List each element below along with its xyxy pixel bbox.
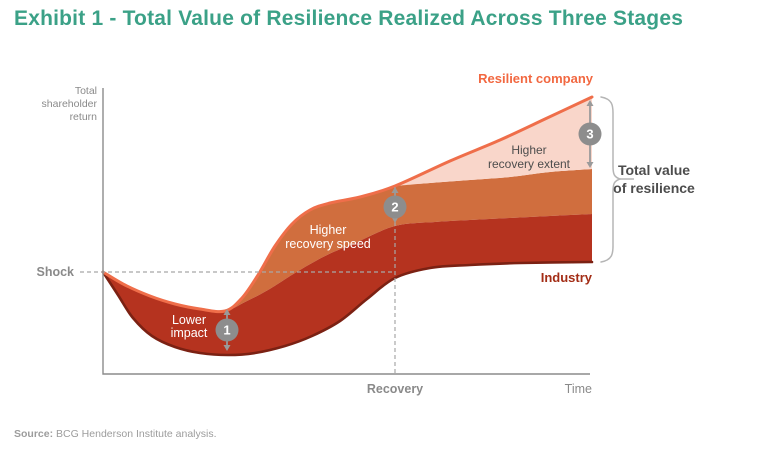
stage2-marker: 2	[383, 187, 407, 223]
y-axis-label-line2: shareholder	[41, 98, 97, 110]
y-axis-label: Total shareholder return	[20, 85, 97, 124]
stage3-number: 3	[586, 127, 593, 142]
stage1-annotation-line2: impact	[170, 326, 208, 340]
stage3-marker: 3	[578, 100, 602, 168]
recovery-axis-label: Recovery	[366, 382, 424, 396]
source-note: Source: BCG Henderson Institute analysis…	[14, 428, 614, 440]
stage1-number-circle	[215, 318, 239, 342]
chart-axes	[102, 88, 590, 375]
resilient-company-curve	[101, 95, 594, 314]
stage3-arrowhead-down	[586, 162, 594, 168]
stage3-number-circle	[578, 122, 602, 146]
shock-axis-label: Shock	[36, 265, 74, 279]
source-prefix: Source:	[14, 428, 54, 440]
y-axis-label-line3: return	[69, 111, 97, 123]
stage2-annotation-line1: Higher	[309, 223, 347, 237]
stage2-annotation: Higher recovery speed	[253, 223, 403, 251]
stage2-band-higher-recovery-speed	[103, 169, 592, 312]
stage3-annotation-line2: recovery extent	[487, 157, 571, 171]
stage1-annotation-line1: Lower	[171, 313, 207, 327]
y-axis-label-line1: Total	[74, 85, 97, 97]
stage3-annotation-line1: Higher	[511, 143, 547, 157]
stage2-arrowhead-up	[391, 187, 399, 193]
stage1-number: 1	[223, 323, 230, 338]
stage2-annotation-line2: recovery speed	[285, 237, 371, 251]
total-value-line1: Total value	[617, 162, 691, 178]
stage1-annotation: Lower impact	[139, 314, 239, 340]
exhibit-title: Exhibit 1 - Total Value of Resilience Re…	[14, 7, 684, 30]
total-value-line2: of resilience	[613, 180, 695, 196]
source-text: BCG Henderson Institute analysis.	[53, 428, 217, 440]
stage1-marker: 1	[215, 309, 239, 351]
industry-curve	[101, 260, 594, 357]
stage2-number: 2	[391, 200, 398, 215]
stage3-annotation: Higher recovery extent	[453, 143, 605, 171]
industry-series-label: Industry	[540, 270, 592, 285]
total-value-annotation: Total value of resilience	[583, 161, 725, 197]
stage1-arrowhead-down	[223, 345, 231, 351]
stage2-arrowhead-down	[391, 217, 399, 223]
time-axis-label: Time	[564, 382, 592, 396]
stage2-number-circle	[383, 195, 407, 219]
stage1-arrowhead-up	[223, 309, 231, 315]
stage3-arrowhead-up	[586, 100, 594, 106]
resilient-company-series-label: Resilient company	[478, 71, 593, 86]
